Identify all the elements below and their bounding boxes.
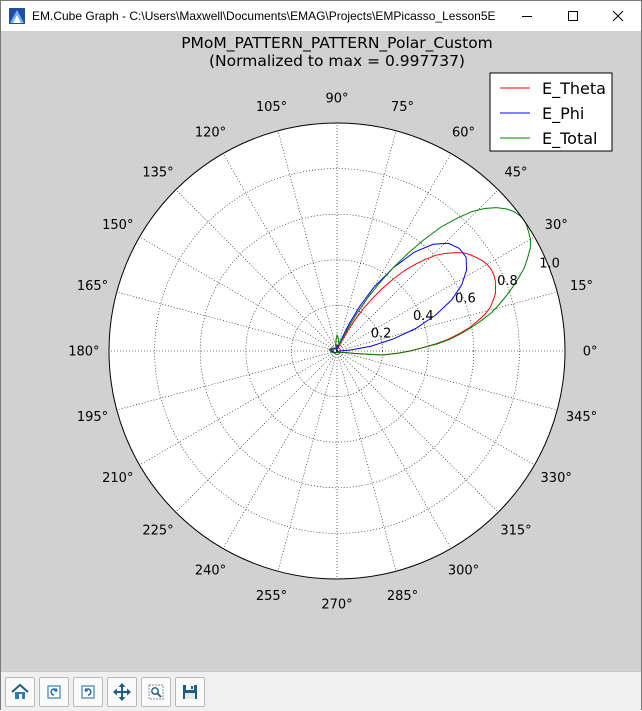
plot-border <box>108 122 566 580</box>
radial-grid-circle <box>154 168 520 534</box>
angular-grid-line <box>336 350 535 466</box>
angle-tick-label: 240° <box>195 564 226 579</box>
grid <box>109 123 565 579</box>
back-arrow-icon <box>47 685 61 699</box>
angle-tick-label: 330° <box>541 471 572 486</box>
radial-grid-circle <box>199 213 475 489</box>
angular-grid-line <box>336 189 499 352</box>
angular-grid-line <box>336 130 397 352</box>
angular-grid-line <box>336 350 499 513</box>
zoom-button[interactable] <box>141 677 171 707</box>
app-icon <box>9 8 25 24</box>
home-button[interactable] <box>5 677 35 707</box>
radial-grid-circle <box>245 259 429 443</box>
angular-grid-line <box>336 350 452 549</box>
angular-grid-line <box>175 350 338 513</box>
legend-entry-label: E_Phi <box>542 104 584 124</box>
minimize-icon <box>522 16 532 17</box>
angular-grid-line <box>336 236 535 352</box>
angle-tick-label: 135° <box>142 166 173 181</box>
pan-button[interactable] <box>107 677 137 707</box>
angular-grid-line <box>336 291 558 352</box>
angle-labels: 0° 15° 30° 45° 60° 75° 90° 105° 120° 135° 150° 165°… <box>68 91 597 612</box>
angle-tick-label: 165° <box>77 279 108 294</box>
series-line-e-total <box>328 207 532 356</box>
angular-grid-line <box>222 153 338 352</box>
navigation-toolbar <box>1 671 641 711</box>
move-arrows-icon <box>113 683 131 701</box>
radial-labels: 0.2 0.4 0.6 0.8 1.0 <box>371 257 560 342</box>
angle-tick-label: 120° <box>195 125 226 140</box>
angular-grid-line <box>139 350 338 466</box>
angle-tick-label: 270° <box>321 598 352 613</box>
legend: E_Theta E_Phi E_Total <box>489 72 613 152</box>
window-title: EM.Cube Graph - C:\Users\Maxwell\Documen… <box>32 9 496 23</box>
angular-grid-line <box>139 236 338 352</box>
angle-tick-label: 0° <box>583 345 598 360</box>
angular-grid-line <box>336 350 558 411</box>
angle-tick-label: 75° <box>391 100 414 115</box>
angle-tick-label: 255° <box>256 589 287 604</box>
legend-entry-label: E_Theta <box>542 79 606 99</box>
radial-tick-label: 0.8 <box>497 274 518 289</box>
angular-grid-line <box>336 350 397 572</box>
radial-tick-label: 0.2 <box>371 327 392 342</box>
angle-tick-label: 195° <box>77 410 108 425</box>
maximize-button[interactable] <box>550 1 596 31</box>
angle-tick-label: 210° <box>102 471 133 486</box>
angle-tick-label: 150° <box>102 218 133 233</box>
radial-tick-label: 1.0 <box>539 257 560 272</box>
curves <box>328 207 532 356</box>
floppy-disk-icon <box>183 685 197 699</box>
angle-tick-label: 300° <box>448 564 479 579</box>
radial-tick-label: 0.6 <box>455 292 476 307</box>
angular-grid-line <box>175 189 338 352</box>
angular-grid-line <box>336 153 452 352</box>
close-button[interactable] <box>595 1 641 31</box>
angle-tick-label: 45° <box>504 166 527 181</box>
radial-tick-label: 0.4 <box>413 309 434 324</box>
angular-grid-line <box>116 291 338 352</box>
chart-subtitle: (Normalized to max = 0.997737) <box>209 52 465 70</box>
angle-tick-label: 60° <box>452 125 475 140</box>
save-button[interactable] <box>175 677 205 707</box>
angle-tick-label: 105° <box>256 100 287 115</box>
figure-canvas[interactable]: PMoM_PATTERN_PATTERN_Polar_Custom (Norma… <box>1 31 641 671</box>
angular-grid-line <box>222 350 338 549</box>
angle-tick-label: 90° <box>325 91 348 106</box>
angular-grid-line <box>277 130 338 352</box>
angle-tick-label: 315° <box>500 524 531 539</box>
maximize-icon <box>568 11 578 21</box>
angular-grid-line <box>277 350 338 572</box>
minimize-button[interactable] <box>504 1 550 31</box>
angle-tick-label: 30° <box>545 218 568 233</box>
close-icon <box>612 10 624 22</box>
chart-title: PMoM_PATTERN_PATTERN_Polar_Custom <box>181 34 493 53</box>
forward-button[interactable] <box>73 677 103 707</box>
forward-arrow-icon <box>81 685 95 699</box>
angle-tick-label: 285° <box>387 589 418 604</box>
zoom-rectangle-icon <box>148 684 164 700</box>
home-icon <box>11 683 29 699</box>
polar-chart: PMoM_PATTERN_PATTERN_Polar_Custom (Norma… <box>68 34 613 613</box>
angle-tick-label: 180° <box>68 345 99 360</box>
angular-grid-line <box>116 350 338 411</box>
angle-tick-label: 15° <box>570 279 593 294</box>
back-button[interactable] <box>39 677 69 707</box>
title-bar[interactable]: EM.Cube Graph - C:\Users\Maxwell\Documen… <box>1 1 641 31</box>
angle-tick-label: 345° <box>566 410 597 425</box>
legend-entry-label: E_Total <box>542 129 597 149</box>
angle-tick-label: 225° <box>142 524 173 539</box>
